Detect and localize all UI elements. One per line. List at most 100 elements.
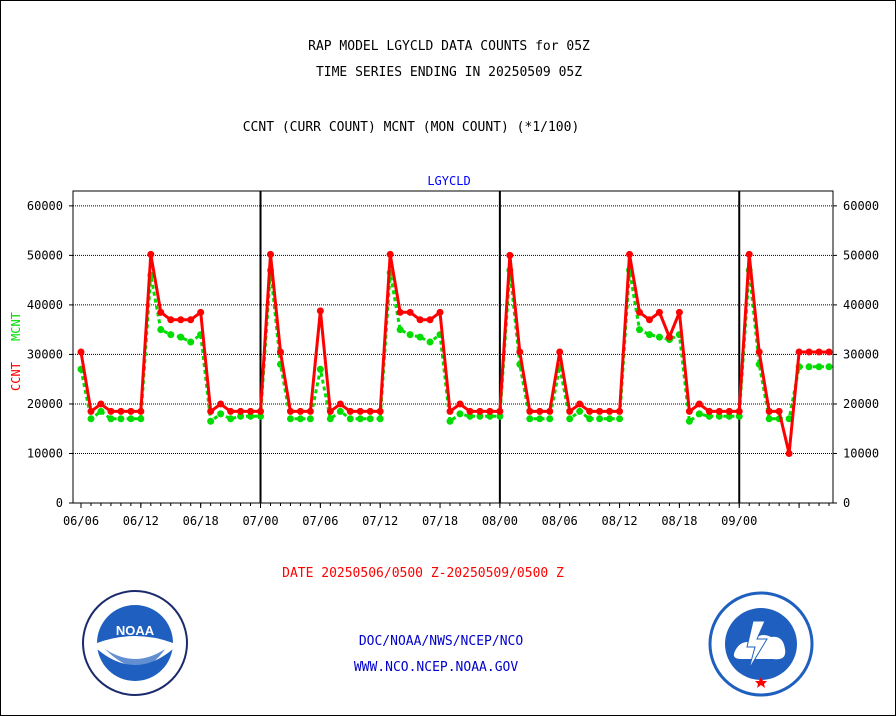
data-point-mcnt bbox=[286, 415, 294, 423]
data-point-ccnt bbox=[167, 316, 175, 324]
data-point-mcnt bbox=[466, 412, 474, 420]
data-point-ccnt bbox=[815, 348, 823, 356]
data-point-mcnt bbox=[257, 412, 265, 420]
data-point-ccnt bbox=[576, 400, 584, 408]
x-tick-label: 07/06 bbox=[302, 514, 338, 528]
data-point-ccnt bbox=[77, 348, 85, 356]
x-tick-label: 06/12 bbox=[123, 514, 159, 528]
y-tick-label-right: 50000 bbox=[843, 248, 879, 262]
data-point-ccnt bbox=[675, 308, 683, 316]
data-point-ccnt bbox=[665, 333, 673, 341]
data-point-ccnt bbox=[566, 407, 574, 415]
data-point-ccnt bbox=[276, 348, 284, 356]
data-point-ccnt bbox=[536, 407, 544, 415]
data-point-ccnt bbox=[765, 407, 773, 415]
x-tick-label: 07/12 bbox=[362, 514, 398, 528]
data-point-mcnt bbox=[247, 412, 255, 420]
y-tick-label-right: 60000 bbox=[843, 199, 879, 213]
data-point-mcnt bbox=[97, 407, 105, 415]
data-point-mcnt bbox=[87, 415, 95, 423]
data-point-mcnt bbox=[566, 415, 574, 423]
data-point-ccnt bbox=[446, 407, 454, 415]
data-point-ccnt bbox=[715, 407, 723, 415]
data-point-ccnt bbox=[416, 316, 424, 324]
y-tick-label-right: 10000 bbox=[843, 446, 879, 460]
data-point-mcnt bbox=[167, 331, 175, 339]
series-line-mcnt bbox=[79, 269, 829, 425]
data-point-ccnt bbox=[496, 407, 504, 415]
data-point-mcnt bbox=[596, 415, 604, 423]
nws-logo-icon bbox=[708, 591, 814, 697]
data-point-ccnt bbox=[705, 407, 713, 415]
data-point-mcnt bbox=[496, 412, 504, 420]
data-point-mcnt bbox=[715, 412, 723, 420]
data-point-ccnt bbox=[825, 348, 833, 356]
date-range: DATE 20250506/0500 Z-20250509/0500 Z bbox=[282, 566, 564, 581]
data-point-mcnt bbox=[406, 331, 414, 339]
data-point-ccnt bbox=[436, 308, 444, 316]
data-point-ccnt bbox=[127, 407, 135, 415]
data-point-mcnt bbox=[765, 415, 773, 423]
data-point-ccnt bbox=[356, 407, 364, 415]
data-point-ccnt bbox=[237, 407, 245, 415]
data-point-ccnt bbox=[217, 400, 225, 408]
data-point-ccnt bbox=[606, 407, 614, 415]
data-point-mcnt bbox=[306, 415, 314, 423]
data-point-mcnt bbox=[576, 407, 584, 415]
data-point-mcnt bbox=[725, 412, 733, 420]
y-tick-label: 60000 bbox=[27, 199, 63, 213]
website-link[interactable]: WWW.NCO.NCEP.NOAA.GOV bbox=[353, 660, 519, 675]
data-point-ccnt bbox=[207, 407, 215, 415]
data-point-ccnt bbox=[616, 407, 624, 415]
data-point-ccnt bbox=[157, 308, 165, 316]
data-point-ccnt bbox=[197, 308, 205, 316]
data-point-mcnt bbox=[227, 415, 235, 423]
data-point-ccnt bbox=[476, 407, 484, 415]
chart-title: RAP MODEL LGYCLD DATA COUNTS for 05Z bbox=[308, 39, 590, 54]
x-tick-label: 06/06 bbox=[63, 514, 99, 528]
data-point-ccnt bbox=[286, 407, 294, 415]
data-point-ccnt bbox=[326, 407, 334, 415]
data-point-ccnt bbox=[147, 250, 155, 258]
data-point-mcnt bbox=[316, 365, 324, 373]
data-point-ccnt bbox=[466, 407, 474, 415]
data-point-mcnt bbox=[705, 412, 713, 420]
data-point-ccnt bbox=[227, 407, 235, 415]
data-point-mcnt bbox=[376, 415, 384, 423]
org-path: DOC/NOAA/NWS/NCEP/NCO bbox=[358, 634, 524, 649]
y-tick-label: 20000 bbox=[27, 397, 63, 411]
data-point-mcnt bbox=[326, 415, 334, 423]
data-point-ccnt bbox=[336, 400, 344, 408]
data-point-mcnt bbox=[137, 415, 145, 423]
x-tick-label: 09/00 bbox=[721, 514, 757, 528]
data-point-ccnt bbox=[316, 307, 324, 315]
data-point-ccnt bbox=[406, 308, 414, 316]
data-point-mcnt bbox=[456, 410, 464, 418]
data-point-mcnt bbox=[177, 333, 185, 341]
data-point-ccnt bbox=[725, 407, 733, 415]
data-point-ccnt bbox=[306, 407, 314, 415]
data-point-mcnt bbox=[117, 415, 125, 423]
plot-frame bbox=[72, 190, 834, 504]
x-tick-label: 08/12 bbox=[601, 514, 637, 528]
data-point-ccnt bbox=[177, 316, 185, 324]
data-point-mcnt bbox=[586, 415, 594, 423]
x-tick-label: 06/18 bbox=[183, 514, 219, 528]
data-point-ccnt bbox=[685, 407, 693, 415]
data-point-mcnt bbox=[616, 415, 624, 423]
data-point-mcnt bbox=[366, 415, 374, 423]
x-tick-label: 08/00 bbox=[482, 514, 518, 528]
data-point-mcnt bbox=[476, 412, 484, 420]
data-point-ccnt bbox=[755, 348, 763, 356]
data-point-mcnt bbox=[237, 412, 245, 420]
data-point-ccnt bbox=[376, 407, 384, 415]
data-point-mcnt bbox=[685, 417, 693, 425]
data-point-ccnt bbox=[247, 407, 255, 415]
x-tick-label: 08/18 bbox=[661, 514, 697, 528]
data-point-mcnt bbox=[606, 415, 614, 423]
data-point-ccnt bbox=[97, 400, 105, 408]
y-tick-label-right: 40000 bbox=[843, 298, 879, 312]
data-point-ccnt bbox=[636, 308, 644, 316]
data-point-mcnt bbox=[336, 407, 344, 415]
